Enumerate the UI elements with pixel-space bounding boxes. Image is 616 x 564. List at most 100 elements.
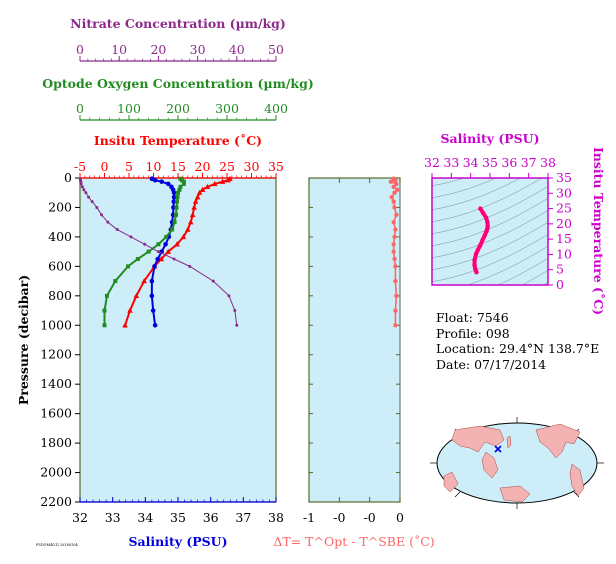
delta-t-point [392,256,397,262]
nitrate-point [235,323,239,327]
temperature-point [185,226,191,232]
oxygen-point [170,227,175,232]
density-contour [432,221,548,270]
ts-series [472,206,490,275]
float-location-marker [494,445,502,453]
delta-t-axis: -1 -0 -0 0 [303,177,404,525]
nitrate-point [143,242,147,246]
nitrate-point [129,235,133,239]
nitrate-line [79,178,238,326]
pressure-tick-label: 1200 [40,347,72,362]
delta-t-point [392,205,397,210]
ts-salinity-tick-label: 32 [424,155,440,170]
nitrate-point [79,182,83,186]
ts-temperature-tick-label: 20 [556,216,572,231]
oxygen-point [156,242,161,247]
nitrate-point [156,250,160,254]
float-info: Float: 7546 Profile: 098 Location: 29.4°… [436,310,599,372]
pressure-tick-label: 1800 [40,435,72,450]
nitrate-point [233,309,237,313]
salinity-tick-label: 38 [268,510,284,525]
map-graticule [430,417,604,509]
density-contour [432,178,497,198]
delta-t-tick-label: -0 [333,510,345,525]
pressure-tick-label: 600 [48,258,72,273]
pressure-axis-title: Pressure (decibar) [16,275,31,405]
nitrate-tick-label: 20 [150,42,166,57]
temperature-tick-label: 30 [244,159,260,174]
delta-t-point [393,227,398,232]
profile-number: Profile: 098 [436,325,510,341]
ts-salinity-tick-label: 38 [540,155,556,170]
temperature-tick-label: 10 [146,159,162,174]
nitrate-point [90,200,94,204]
salinity-point [171,199,177,204]
temperature-line [124,177,231,326]
ts-point [480,237,485,242]
temperature-point [199,186,206,192]
delta-t-point [391,249,396,254]
profile-plot-area [79,177,277,503]
temperature-point [180,233,187,240]
salinity-point [152,322,158,328]
pressure-tick-label: 1400 [40,376,72,391]
oxygen-axis-title: Optode Oxygen Concentration (µm/kg) [42,76,313,91]
nitrate-point [82,188,86,192]
pressure-tick-label: 0 [64,170,72,185]
ts-point [484,228,489,234]
salinity-tick-label: 35 [170,510,186,525]
temperature-point [211,180,218,187]
ts-salinity-tick-label: 36 [501,155,517,170]
temperature-point [158,256,165,262]
temperature-axis: -5 0 5 10 15 20 25 30 35 [74,159,284,179]
oxygen-tick-label: 300 [215,101,239,116]
pressure-tick-label: 1600 [40,406,72,421]
ts-point [475,247,481,252]
nitrate-point [115,228,119,232]
salinity-tick-label: 33 [105,510,121,525]
ts-point [474,269,479,275]
ts-temperature-tick-label: 30 [556,185,572,200]
delta-t-point [394,181,399,187]
salinity-point [171,194,177,200]
nitrate-point [188,264,192,268]
temperature-point [225,177,231,183]
delta-t-point [394,293,399,299]
oxygen-point [178,184,183,189]
delta-t-point [391,184,396,190]
oxygen-point [175,195,180,200]
oxygen-point [102,308,107,313]
salinity-point [155,256,161,262]
salinity-point [149,293,155,299]
delta-t-point [394,212,399,218]
temperature-tick-label: 0 [101,159,109,174]
pressure-tick-label: 2200 [40,494,72,509]
profile-panel: Nitrate Concentration (µm/kg) 0 10 20 30 40 5… [16,16,314,549]
nitrate-point [211,279,215,283]
ts-temperature-tick-label: 25 [556,201,572,216]
oxygen-point [172,220,177,225]
temperature-point [191,204,197,210]
delta-t-point [391,242,396,247]
delta-t-point [391,199,396,204]
ts-point [483,215,489,220]
ts-plot-area [432,178,548,285]
oxygen-point [181,181,186,186]
delta-t-point [395,187,400,192]
salinity-tick-label: 34 [137,510,153,525]
nitrate-point [87,195,91,199]
ts-temperature-tick-label: 15 [556,231,572,246]
pressure-tick-label: 1000 [40,317,72,332]
temperature-point [219,178,226,184]
oxygen-point [175,199,180,204]
density-contour [497,257,548,285]
salinity-point [159,179,164,184]
nitrate-point [227,294,231,298]
oxygen-point [126,264,131,269]
oxygen-tick-label: 0 [76,101,84,116]
temperature-point [204,183,211,190]
oxygen-point [113,279,118,284]
salinity-point [150,308,156,313]
ts-point [482,233,487,238]
density-contour [432,178,466,186]
